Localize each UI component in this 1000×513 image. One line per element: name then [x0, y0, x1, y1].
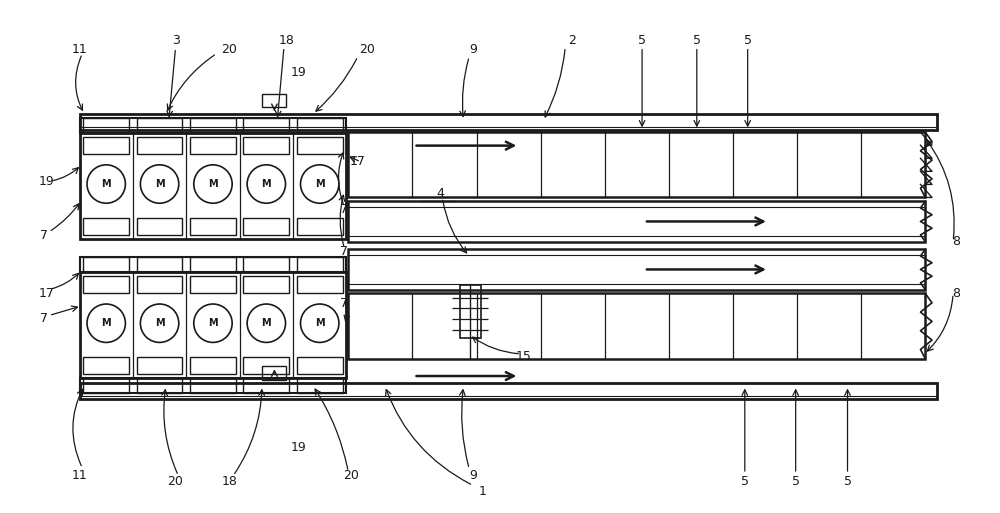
- Text: 7: 7: [40, 312, 48, 325]
- Text: M: M: [262, 179, 271, 189]
- Text: 7: 7: [340, 297, 348, 309]
- Text: 8: 8: [952, 235, 960, 248]
- Bar: [190, 378, 236, 393]
- Text: 17: 17: [350, 155, 366, 168]
- Bar: [297, 276, 343, 293]
- Bar: [80, 257, 346, 272]
- Bar: [137, 357, 182, 374]
- Bar: [137, 218, 182, 235]
- Text: 5: 5: [638, 33, 646, 47]
- Text: 11: 11: [72, 469, 87, 482]
- Bar: [137, 118, 182, 133]
- Text: M: M: [208, 179, 218, 189]
- Text: 9: 9: [469, 43, 477, 56]
- Bar: [80, 133, 346, 239]
- Bar: [243, 257, 289, 272]
- Text: M: M: [208, 318, 218, 328]
- Text: 20: 20: [168, 475, 183, 488]
- Bar: [137, 257, 182, 272]
- Bar: [190, 257, 236, 272]
- Bar: [243, 357, 289, 374]
- Bar: [297, 378, 343, 393]
- Text: 5: 5: [693, 33, 701, 47]
- Bar: [83, 118, 129, 133]
- Bar: [348, 293, 925, 359]
- Bar: [297, 218, 343, 235]
- Text: 5: 5: [741, 475, 749, 488]
- Bar: [83, 137, 129, 154]
- Text: 20: 20: [343, 469, 359, 482]
- Bar: [243, 137, 289, 154]
- Bar: [297, 137, 343, 154]
- Text: 18: 18: [221, 475, 237, 488]
- Bar: [190, 118, 236, 133]
- Bar: [297, 357, 343, 374]
- Bar: [243, 118, 289, 133]
- Text: M: M: [101, 179, 111, 189]
- Bar: [80, 272, 346, 378]
- Bar: [83, 378, 129, 393]
- Bar: [83, 218, 129, 235]
- Bar: [348, 132, 925, 198]
- Text: 7: 7: [340, 245, 348, 258]
- Text: 18: 18: [279, 33, 295, 47]
- Bar: [80, 114, 937, 130]
- Bar: [190, 218, 236, 235]
- Bar: [460, 285, 481, 338]
- Text: 2: 2: [568, 33, 576, 47]
- Bar: [190, 137, 236, 154]
- Bar: [243, 218, 289, 235]
- Text: 19: 19: [39, 174, 55, 188]
- Bar: [243, 378, 289, 393]
- Bar: [297, 118, 343, 133]
- Bar: [83, 276, 129, 293]
- Bar: [190, 357, 236, 374]
- Bar: [348, 201, 925, 242]
- Bar: [137, 378, 182, 393]
- Text: 3: 3: [172, 33, 179, 47]
- Text: M: M: [155, 179, 164, 189]
- Bar: [83, 257, 129, 272]
- Text: 19: 19: [291, 441, 306, 453]
- Text: 1: 1: [479, 485, 487, 498]
- Bar: [80, 118, 346, 133]
- Bar: [348, 249, 925, 290]
- Bar: [297, 257, 343, 272]
- Text: 7: 7: [340, 204, 348, 216]
- Text: 15: 15: [516, 350, 532, 363]
- Bar: [80, 378, 346, 393]
- Bar: [190, 276, 236, 293]
- Text: 7: 7: [40, 229, 48, 242]
- Bar: [83, 357, 129, 374]
- Text: M: M: [315, 318, 325, 328]
- Text: 11: 11: [72, 43, 87, 56]
- Text: M: M: [262, 318, 271, 328]
- Text: M: M: [315, 179, 325, 189]
- Bar: [262, 94, 286, 107]
- Text: 5: 5: [744, 33, 752, 47]
- Text: 17: 17: [39, 287, 55, 300]
- Text: 4: 4: [437, 187, 444, 200]
- Text: 20: 20: [360, 43, 375, 56]
- Text: 5: 5: [844, 475, 852, 488]
- Bar: [262, 366, 286, 380]
- Bar: [80, 383, 937, 399]
- Bar: [137, 137, 182, 154]
- Text: 5: 5: [792, 475, 800, 488]
- Text: M: M: [155, 318, 164, 328]
- Text: M: M: [101, 318, 111, 328]
- Text: 20: 20: [221, 43, 237, 56]
- Bar: [137, 276, 182, 293]
- Text: 9: 9: [469, 469, 477, 482]
- Text: 8: 8: [952, 287, 960, 300]
- Bar: [243, 276, 289, 293]
- Text: 19: 19: [291, 66, 306, 79]
